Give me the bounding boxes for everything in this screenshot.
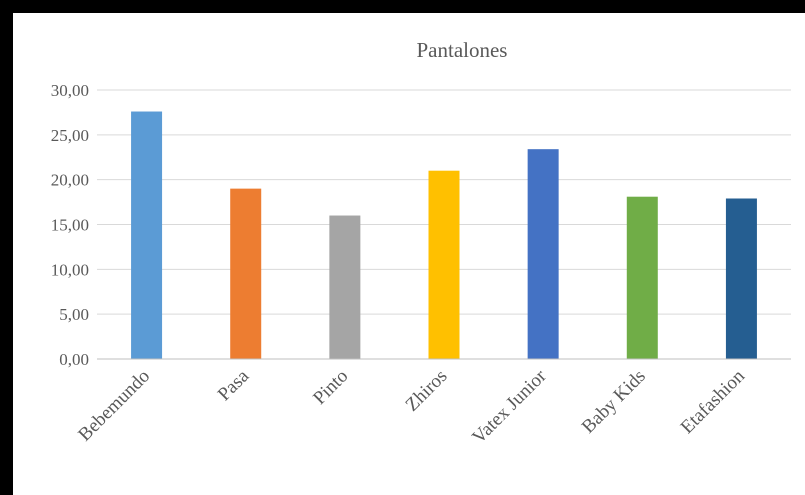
x-category-label: Baby Kids [578,366,650,438]
chart-frame: Pantalones 0,00 5,00 10,00 15,00 20,00 25,00 3… [13,13,805,495]
y-tick-label: 0,00 [59,350,89,369]
y-tick-label: 5,00 [59,305,89,324]
x-category-label: Pinto [309,366,352,409]
chart-title: Pantalones [417,38,508,62]
y-tick-label: 15,00 [51,216,89,235]
bar-chart: Pantalones 0,00 5,00 10,00 15,00 20,00 25,00 3… [51,38,791,448]
bar [527,149,559,359]
y-tick-label: 30,00 [51,81,89,100]
bar [626,196,658,359]
x-axis-category-labels: Bebemundo Pasa Pinto Zhiros Vatex Junior Baby… [74,365,749,448]
bar [725,198,757,359]
y-axis-tick-labels: 0,00 5,00 10,00 15,00 20,00 25,00 30,00 [51,81,89,369]
y-tick-label: 10,00 [51,260,89,279]
y-tick-label: 20,00 [51,171,89,190]
x-category-label: Pasa [214,365,254,405]
x-category-label: Zhiros [402,366,452,416]
bar [230,188,262,359]
x-category-label: Vatex Junior [468,365,551,448]
bar [428,170,460,359]
x-category-label: Bebemundo [74,366,154,446]
bar [131,111,163,360]
y-tick-label: 25,00 [51,126,89,145]
x-category-label: Etafashion [677,365,750,438]
bars [131,111,757,360]
bar [329,215,361,359]
